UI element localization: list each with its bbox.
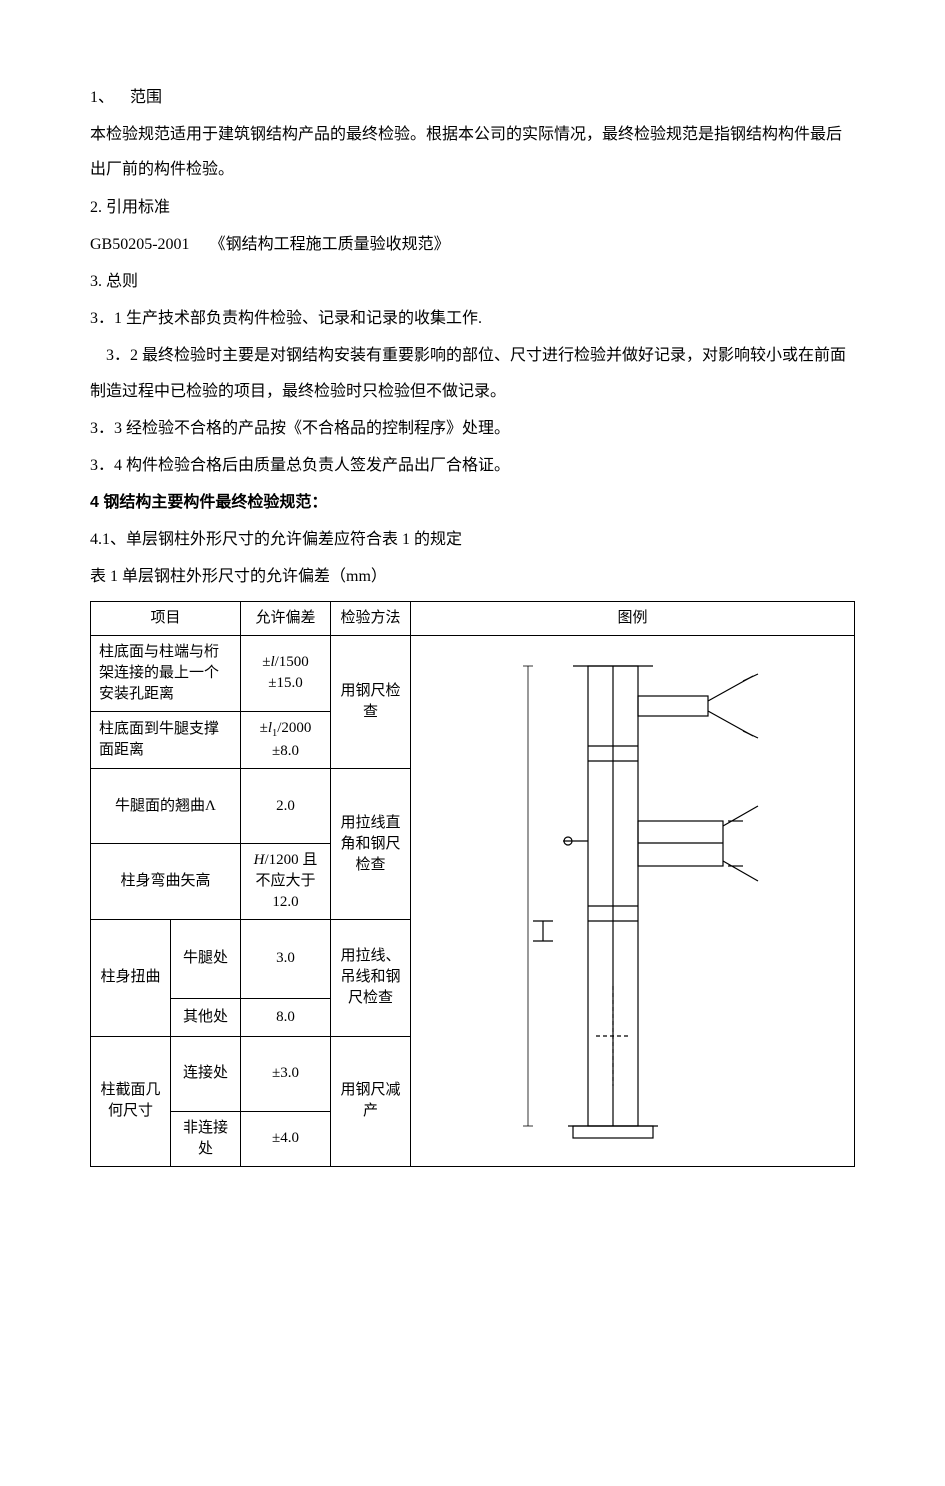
cell-deviation: 8.0 (241, 998, 331, 1036)
table-header-row: 项目 允许偏差 检验方法 图例 (91, 601, 855, 635)
cell-deviation: 3.0 (241, 920, 331, 999)
section-3-4: 3．4 构件检验合格后由质量总负责人签发产品出厂合格证。 (90, 448, 855, 483)
header-item: 项目 (91, 601, 241, 635)
cell-deviation: ±3.0 (241, 1036, 331, 1111)
cell-subitem: 非连接处 (171, 1111, 241, 1166)
cell-subitem: 连接处 (171, 1036, 241, 1111)
section-4-title: 4 钢结构主要构件最终检验规范： (90, 485, 855, 520)
section-4-1: 4.1、单层钢柱外形尺寸的允许偏差应符合表 1 的规定 (90, 522, 855, 557)
cell-item: 柱底面与柱端与桁架连接的最上一个安装孔距离 (91, 635, 241, 711)
tolerance-table: 项目 允许偏差 检验方法 图例 柱底面与柱端与桁架连接的最上一个安装孔距离 ±l… (90, 601, 855, 1167)
cell-deviation: ±l/1500±15.0 (241, 635, 331, 711)
cell-item: 柱截面几何尺寸 (91, 1036, 171, 1166)
cell-item: 柱身弯曲矢高 (91, 844, 241, 920)
cell-method: 用钢尺减产 (331, 1036, 411, 1166)
section-1-title-text: 范围 (130, 89, 162, 106)
cell-item: 柱身扭曲 (91, 920, 171, 1037)
header-deviation: 允许偏差 (241, 601, 331, 635)
section-3-1: 3．1 生产技术部负责构件检验、记录和记录的收集工作. (90, 301, 855, 336)
cell-method: 用拉线、吊线和钢尺检查 (331, 920, 411, 1037)
cell-deviation: ±4.0 (241, 1111, 331, 1166)
cell-item: 牛腿面的翘曲Λ (91, 769, 241, 844)
section-2-title: 2. 引用标准 (90, 190, 855, 225)
section-1-title: 1、 范围 (90, 80, 855, 115)
section-3-title: 3. 总则 (90, 264, 855, 299)
cell-subitem: 牛腿处 (171, 920, 241, 999)
cell-subitem: 其他处 (171, 998, 241, 1036)
section-3-2: 3．2 最终检验时主要是对钢结构安装有重要影响的部位、尺寸进行检验并做好记录，对… (90, 338, 855, 408)
header-diagram: 图例 (411, 601, 855, 635)
cell-deviation: ±l1/2000±8.0 (241, 711, 331, 769)
section-1-body: 本检验规范适用于建筑钢结构产品的最终检验。根据本公司的实际情况，最终检验规范是指… (90, 117, 855, 187)
diagram-cell (411, 635, 855, 1166)
section-2-body: GB50205-2001 《钢结构工程施工质量验收规范》 (90, 227, 855, 262)
standard-code: GB50205-2001 (90, 236, 190, 253)
table-row: 柱底面与柱端与桁架连接的最上一个安装孔距离 ±l/1500±15.0 用钢尺检查 (91, 635, 855, 711)
section-1-num: 1、 (90, 89, 114, 106)
cell-method: 用钢尺检查 (331, 635, 411, 769)
cell-deviation: 2.0 (241, 769, 331, 844)
cell-method: 用拉线直角和钢尺检查 (331, 769, 411, 920)
cell-item: 柱底面到牛腿支撑面距离 (91, 711, 241, 769)
table-caption: 表 1 单层钢柱外形尺寸的允许偏差（mm） (90, 559, 855, 594)
standard-name: 《钢结构工程施工质量验收规范》 (210, 236, 450, 253)
column-diagram (478, 646, 788, 1156)
header-method: 检验方法 (331, 601, 411, 635)
cell-deviation: H/1200 且不应大于12.0 (241, 844, 331, 920)
section-3-3: 3．3 经检验不合格的产品按《不合格品的控制程序》处理。 (90, 411, 855, 446)
